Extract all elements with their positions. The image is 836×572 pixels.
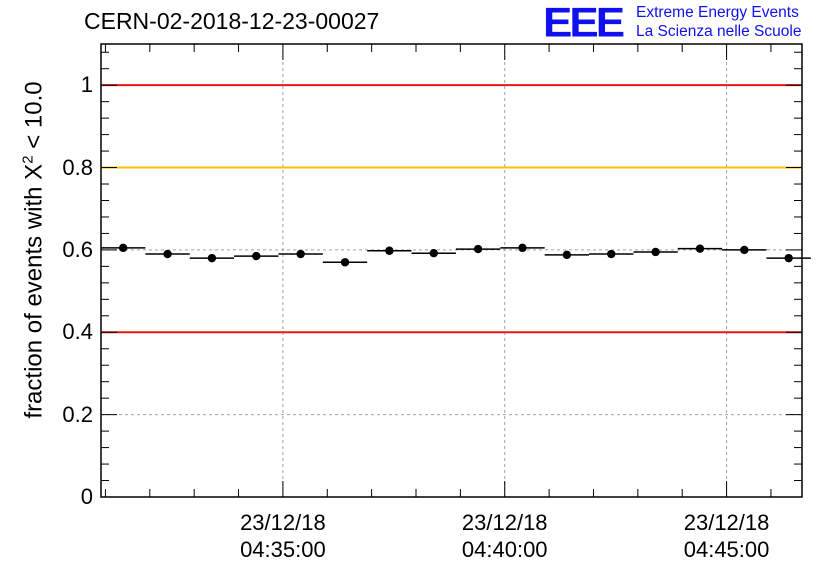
logo-line-1: Extreme Energy Events bbox=[636, 4, 799, 21]
plot-frame bbox=[100, 43, 803, 498]
x-tick-time: 04:35:00 bbox=[240, 537, 326, 562]
eee-logo: EEE bbox=[543, 0, 625, 46]
data-point bbox=[518, 243, 527, 253]
data-point bbox=[385, 246, 394, 255]
logo-line-2: La Scienza nelle Scuole bbox=[636, 23, 802, 40]
x-tick-label: 23/12/18 04:45:00 bbox=[657, 509, 797, 563]
x-tick-label: 23/12/18 04:35:00 bbox=[213, 509, 353, 563]
x-tick-date: 23/12/18 bbox=[683, 510, 770, 535]
data-point bbox=[296, 249, 305, 259]
chart-title: CERN-02-2018-12-23-00027 bbox=[84, 8, 380, 34]
data-point bbox=[740, 245, 749, 255]
y-axis-label-sup: 2 bbox=[19, 155, 37, 164]
x-tick-date: 23/12/18 bbox=[240, 510, 326, 535]
data-point bbox=[784, 253, 793, 263]
data-point bbox=[429, 249, 438, 258]
data-point bbox=[252, 251, 261, 261]
y-tick-label: 1 bbox=[80, 72, 93, 98]
x-tick-date: 23/12/18 bbox=[461, 510, 548, 535]
data-point bbox=[651, 247, 660, 257]
x-tick-time: 04:45:00 bbox=[683, 537, 770, 562]
y-tick-label: 0 bbox=[80, 484, 93, 509]
data-point bbox=[695, 244, 705, 253]
data-point bbox=[207, 253, 217, 263]
logo-text: Extreme Energy Events La Scienza nelle S… bbox=[636, 3, 801, 41]
data-point bbox=[340, 258, 350, 267]
data-point bbox=[562, 250, 572, 260]
data-point bbox=[118, 243, 128, 253]
y-tick-label: 0.4 bbox=[62, 319, 93, 345]
y-tick-label: 0.8 bbox=[62, 154, 93, 180]
data-point bbox=[163, 249, 172, 259]
data-point bbox=[607, 249, 616, 259]
data-point bbox=[473, 244, 483, 254]
y-tick-label: 0.6 bbox=[62, 236, 93, 262]
x-tick-time: 04:40:00 bbox=[461, 537, 548, 562]
y-axis-label-prefix: fraction of events with bbox=[20, 179, 48, 419]
y-tick-label: 0.2 bbox=[62, 401, 93, 427]
x-tick-label: 23/12/18 04:40:00 bbox=[435, 509, 575, 563]
